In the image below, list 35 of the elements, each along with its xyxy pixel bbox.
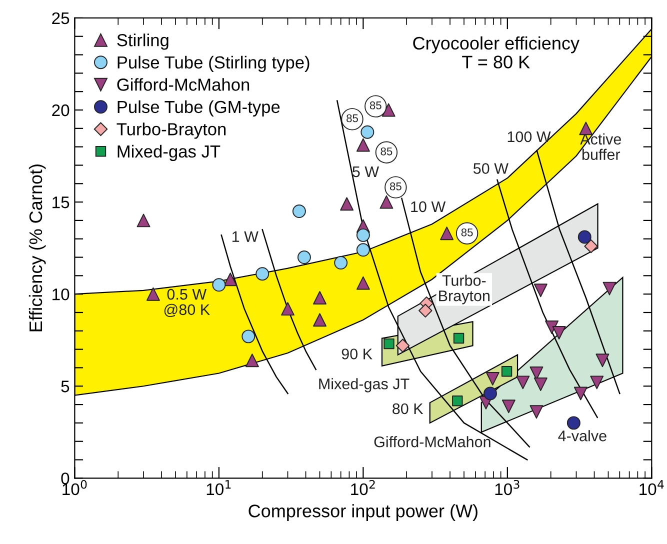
legend-label: Turbo-Brayton <box>116 122 226 139</box>
annotation: 4-valve <box>558 430 606 442</box>
legend-label: Pulse Tube (GM-type <box>118 100 280 117</box>
y-tick-label: 5 <box>61 380 70 392</box>
annotation: 85 <box>390 182 402 190</box>
annotation: 85 <box>461 228 473 236</box>
legend-label: Stirling <box>117 34 168 50</box>
annotation: Mixed-gas JT <box>319 378 410 392</box>
y-tick-label: 25 <box>52 12 70 24</box>
annotation: 10 W <box>411 201 446 212</box>
y-tick-label: 20 <box>52 104 70 116</box>
x-tick-label: 10$^{2}$ <box>351 480 375 496</box>
x-tick-label: 10$^{1}$ <box>206 480 231 496</box>
y-tick-label: 10 <box>52 288 70 300</box>
legend-label: Pulse Tube (Stirling type) <box>118 56 310 72</box>
annotation: 90 K <box>342 348 372 360</box>
annotation: 100 W <box>508 131 551 142</box>
annotation: 1 W <box>232 231 258 242</box>
annotation: 80 K <box>392 403 424 414</box>
x-tick-label: 10$^{3}$ <box>495 480 520 496</box>
y-axis-title: Efficiency (% Carnot) <box>28 164 46 332</box>
x-axis-title: Compressor input power (W) <box>248 504 478 521</box>
annotation: 85 <box>380 147 392 156</box>
annotation: Gifford-McMahon <box>374 436 490 448</box>
x-tick-label: 10$^{4}$ <box>640 480 664 496</box>
annotation: 85 <box>346 114 358 122</box>
annotation: 5 W <box>352 166 380 178</box>
text: Cryocooler efficiency T = 80 K <box>413 36 580 68</box>
y-tick-label: 15 <box>52 196 70 208</box>
annotation: 50 W <box>473 163 508 174</box>
legend-label: Gifford-McMahon <box>117 78 250 91</box>
annotation: 85 <box>370 101 382 110</box>
legend-label: Mixed-gas JT <box>118 144 220 162</box>
annotation: 0.5 W @80 K <box>164 288 210 318</box>
annotation: Turbo- Brayton <box>439 274 490 304</box>
